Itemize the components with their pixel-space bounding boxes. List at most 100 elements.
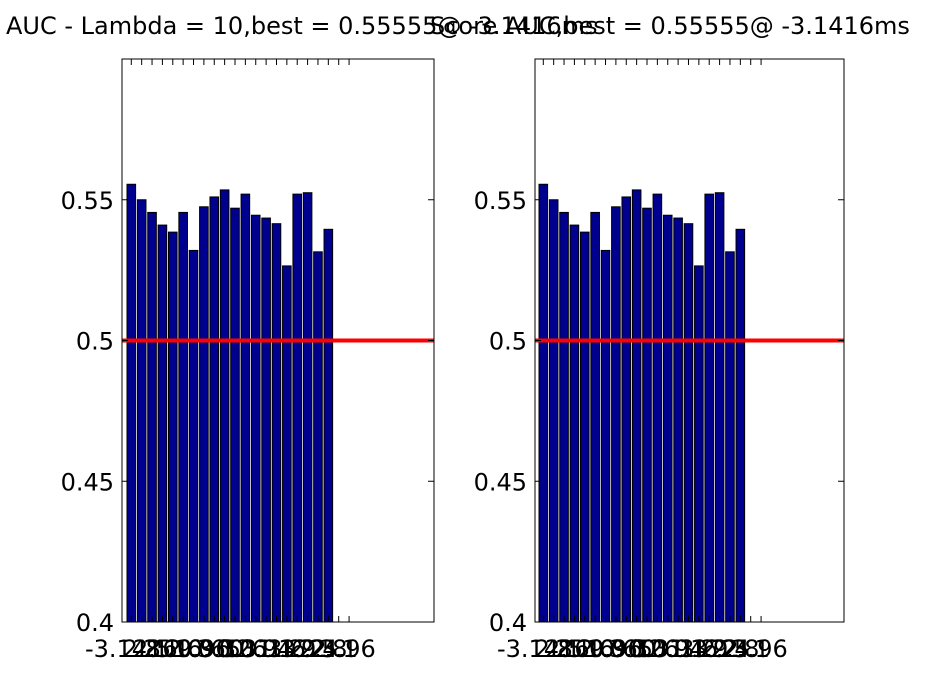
x-tick-label: 3.1	[320, 635, 358, 663]
bar-1	[126, 183, 137, 623]
x-tick-label: 1.3	[174, 635, 212, 663]
bar-20	[735, 228, 746, 623]
x-tick-label: 0.65	[600, 635, 653, 663]
bar-16	[694, 265, 704, 623]
x-tick-label: 0.65	[188, 635, 241, 663]
x-tick-label: 1.3	[257, 635, 295, 663]
x-tick-label: 2.5	[545, 635, 583, 663]
bar-20	[323, 228, 334, 623]
bar-16	[282, 265, 292, 623]
x-tick-label: 2.5	[299, 635, 337, 663]
bar-5	[579, 231, 590, 623]
right-subplot: Score AUC,best = 0.55555@ -3.1416ms 0.40…	[430, 12, 910, 663]
bar-10	[631, 189, 642, 623]
x-tick-label: 1.3	[586, 635, 624, 663]
y-tick-label: 0.45	[61, 468, 114, 496]
x-tick-label: 0.63	[641, 635, 694, 663]
left-subplot: AUC - Lambda = 10,best = 0.55555@ -3.141…	[6, 12, 598, 663]
right-x-ticks: -3.14162.82.52.21.91.61.30.960.650.320.0…	[497, 59, 788, 663]
x-tick-label: 2.2	[701, 635, 739, 663]
bar-14	[261, 217, 271, 623]
bar-19	[725, 251, 735, 623]
x-tick-label: 0.96	[589, 635, 642, 663]
y-tick-label: 0.4	[489, 609, 527, 637]
bar-15	[271, 223, 282, 623]
x-tick-label: 1.9	[690, 635, 728, 663]
x-tick-label: 0.0	[216, 635, 254, 663]
bar-6	[178, 211, 188, 623]
x-tick-label: 0.96	[177, 635, 230, 663]
bar-17	[704, 193, 715, 623]
x-tick-label: 2.8	[309, 635, 347, 663]
x-tick-label: 0.94	[239, 635, 292, 663]
bar-3	[559, 211, 569, 623]
x-tick-label: 2.5	[133, 635, 171, 663]
x-tick-label: 4.96	[734, 635, 787, 663]
bar-6	[590, 211, 600, 623]
right-y-ticks: 0.4 0.45 0.5 0.55	[474, 187, 844, 637]
x-tick-label: 2.5	[711, 635, 749, 663]
x-tick-label: 1.6	[268, 635, 306, 663]
bar-7	[600, 249, 611, 623]
left-x-ticks: -3.14162.82.52.21.91.61.30.960.650.320.0…	[85, 59, 376, 663]
x-tick-label: 1.9	[566, 635, 604, 663]
x-tick-label: -3.1416	[497, 635, 590, 663]
bar-15	[683, 223, 694, 623]
x-tick-label: -3.1416	[85, 635, 178, 663]
y-tick-label: 0.5	[76, 328, 114, 356]
x-tick-label: 2.2	[289, 635, 327, 663]
x-tick-label: 0.31	[219, 635, 272, 663]
bar-1	[538, 183, 549, 623]
bar-12	[240, 193, 251, 623]
y-tick-label: 0.55	[474, 187, 527, 215]
y-tick-label: 0.45	[474, 468, 527, 496]
bar-14	[673, 217, 683, 623]
bar-8	[199, 206, 209, 623]
x-tick-label: 1.6	[164, 635, 202, 663]
bar-18	[714, 192, 725, 623]
x-tick-label: 1.9	[278, 635, 316, 663]
left-y-ticks: 0.4 0.45 0.5 0.55	[61, 187, 434, 637]
x-tick-label: 2.8	[721, 635, 759, 663]
x-tick-label: 1.9	[154, 635, 192, 663]
x-tick-label: 0.31	[631, 635, 684, 663]
x-tick-label: 4.96	[322, 635, 375, 663]
bar-8	[611, 206, 621, 623]
bar-17	[292, 193, 303, 623]
y-tick-label: 0.55	[61, 187, 114, 215]
left-chart-title: AUC - Lambda = 10,best = 0.55555@ -3.141…	[6, 12, 598, 40]
y-tick-label: 0.5	[489, 328, 527, 356]
bar-11	[642, 207, 652, 623]
y-tick-label: 0.4	[76, 609, 114, 637]
x-tick-label: 1.3	[669, 635, 707, 663]
bar-2	[548, 199, 559, 623]
bar-5	[167, 231, 178, 623]
x-tick-label: 0.0	[628, 635, 666, 663]
x-tick-label: 0.32	[198, 635, 251, 663]
x-tick-label: 3.1	[732, 635, 770, 663]
bar-4	[157, 224, 168, 623]
bar-3	[147, 211, 157, 623]
bar-12	[652, 193, 663, 623]
bar-9	[621, 196, 632, 623]
bar-13	[662, 214, 673, 623]
bar-10	[219, 189, 230, 623]
bar-7	[188, 249, 199, 623]
x-tick-label: 2.8	[535, 635, 573, 663]
x-tick-label: 0.63	[229, 635, 282, 663]
x-tick-label: 0.32	[610, 635, 663, 663]
x-tick-label: 2.2	[555, 635, 593, 663]
right-chart-title: Score AUC,best = 0.55555@ -3.1416ms	[430, 12, 910, 40]
bar-19	[313, 251, 323, 623]
bar-13	[250, 214, 261, 623]
bar-11	[230, 207, 240, 623]
x-tick-label: 2.2	[143, 635, 181, 663]
x-tick-label: 2.8	[123, 635, 161, 663]
bar-2	[136, 199, 147, 623]
x-tick-label: 0.94	[651, 635, 704, 663]
x-tick-label: 1.6	[576, 635, 614, 663]
bar-9	[209, 196, 220, 623]
bar-4	[569, 224, 580, 623]
bar-18	[302, 192, 313, 623]
